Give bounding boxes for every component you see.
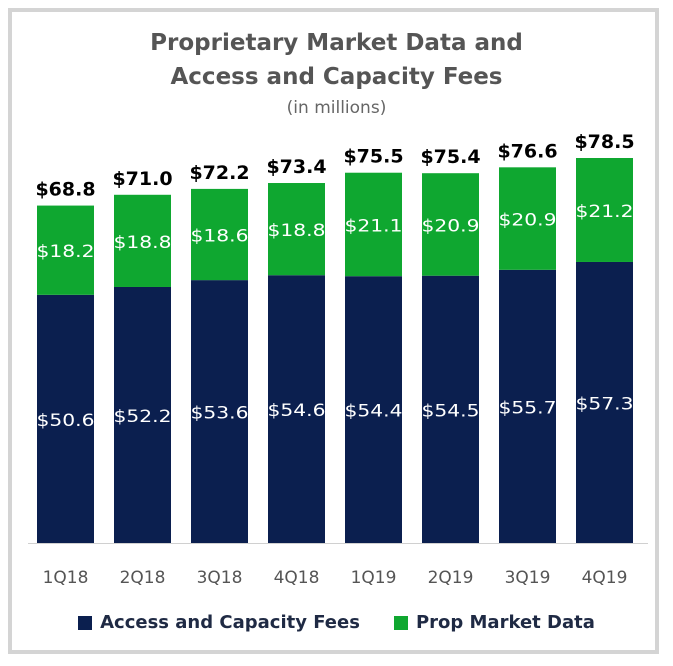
x-tick-label-2Q18: 2Q18 [120, 568, 166, 588]
chart-title-line-1: Proprietary Market Data and [150, 30, 523, 56]
legend-swatch-prop-market-data [393, 615, 408, 630]
data-label-access-fees-3Q19: $55.7 [499, 398, 557, 418]
legend-label-prop-market-data: Prop Market Data [415, 612, 595, 633]
data-label-prop-market-data-1Q19: $21.1 [345, 216, 403, 236]
x-tick-label-1Q18: 1Q18 [43, 568, 89, 588]
data-label-access-fees-2Q18: $52.2 [114, 407, 172, 427]
data-label-access-fees-1Q19: $54.4 [345, 402, 403, 422]
data-label-prop-market-data-2Q19: $20.9 [422, 216, 480, 236]
chart-subtitle: (in millions) [286, 98, 387, 118]
bar-segment-access-fees-1Q18 [37, 294, 94, 543]
data-label-access-fees-3Q18: $53.6 [191, 404, 249, 424]
bar-segment-prop-market-data-4Q19 [576, 158, 633, 262]
total-label-1Q18: $68.8 [35, 179, 95, 201]
total-label-2Q19: $75.4 [420, 146, 480, 168]
bar-segment-prop-market-data-2Q18 [114, 194, 171, 287]
total-label-2Q18: $71.0 [112, 168, 172, 190]
total-label-1Q19: $75.5 [343, 146, 403, 168]
data-label-access-fees-1Q18: $50.6 [37, 411, 95, 431]
data-label-prop-market-data-2Q18: $18.8 [114, 233, 172, 253]
bar-segment-access-fees-4Q19 [576, 261, 633, 543]
bar-segment-access-fees-2Q18 [114, 286, 171, 543]
chart-title-line-2: Access and Capacity Fees [170, 64, 503, 90]
x-tick-label-1Q19: 1Q19 [351, 568, 397, 588]
bar-segment-access-fees-2Q19 [422, 275, 479, 543]
data-label-prop-market-data-4Q19: $21.2 [576, 202, 634, 222]
total-label-4Q18: $73.4 [266, 156, 326, 178]
data-label-access-fees-4Q19: $57.3 [576, 394, 634, 414]
x-tick-label-4Q18: 4Q18 [274, 568, 320, 588]
x-tick-label-4Q19: 4Q19 [582, 568, 628, 588]
x-tick-label-2Q19: 2Q19 [428, 568, 474, 588]
legend-label-access-fees: Access and Capacity Fees [100, 612, 360, 633]
bar-segment-prop-market-data-3Q18 [191, 188, 248, 281]
bar-segment-access-fees-3Q19 [499, 269, 556, 543]
bar-segment-prop-market-data-1Q19 [345, 172, 402, 277]
data-label-prop-market-data-4Q18: $18.8 [268, 221, 326, 241]
legend-item-access-fees: Access and Capacity Fees [78, 612, 360, 633]
legend-item-prop-market-data: Prop Market Data [393, 612, 595, 633]
bar-segment-prop-market-data-2Q19 [422, 173, 479, 276]
data-label-access-fees-4Q18: $54.6 [268, 401, 326, 421]
data-label-prop-market-data-1Q18: $18.2 [37, 242, 95, 262]
bar-segment-access-fees-4Q18 [268, 275, 325, 543]
total-label-3Q19: $76.6 [497, 140, 557, 162]
data-label-prop-market-data-3Q19: $20.9 [499, 211, 557, 231]
data-label-prop-market-data-3Q18: $18.6 [191, 227, 249, 247]
total-label-3Q18: $72.2 [189, 162, 249, 184]
total-label-4Q19: $78.5 [574, 131, 634, 153]
x-tick-label-3Q19: 3Q19 [505, 568, 551, 588]
chart-legend: Access and Capacity Fees Prop Market Dat… [0, 612, 673, 633]
bar-segment-access-fees-1Q19 [345, 276, 402, 543]
bar-segment-prop-market-data-1Q18 [37, 205, 94, 295]
legend-swatch-access-fees [78, 615, 93, 630]
stacked-bar-chart: $50.6 $18.2 $68.8 1Q18 $52.2 $18.8 $71.0 2Q18 $5… [28, 131, 648, 588]
bar-segment-prop-market-data-3Q19 [499, 167, 556, 270]
x-tick-label-3Q18: 3Q18 [197, 568, 243, 588]
bar-segment-access-fees-3Q18 [191, 280, 248, 543]
data-label-access-fees-2Q19: $54.5 [422, 401, 480, 421]
bar-segment-prop-market-data-4Q18 [268, 183, 325, 276]
